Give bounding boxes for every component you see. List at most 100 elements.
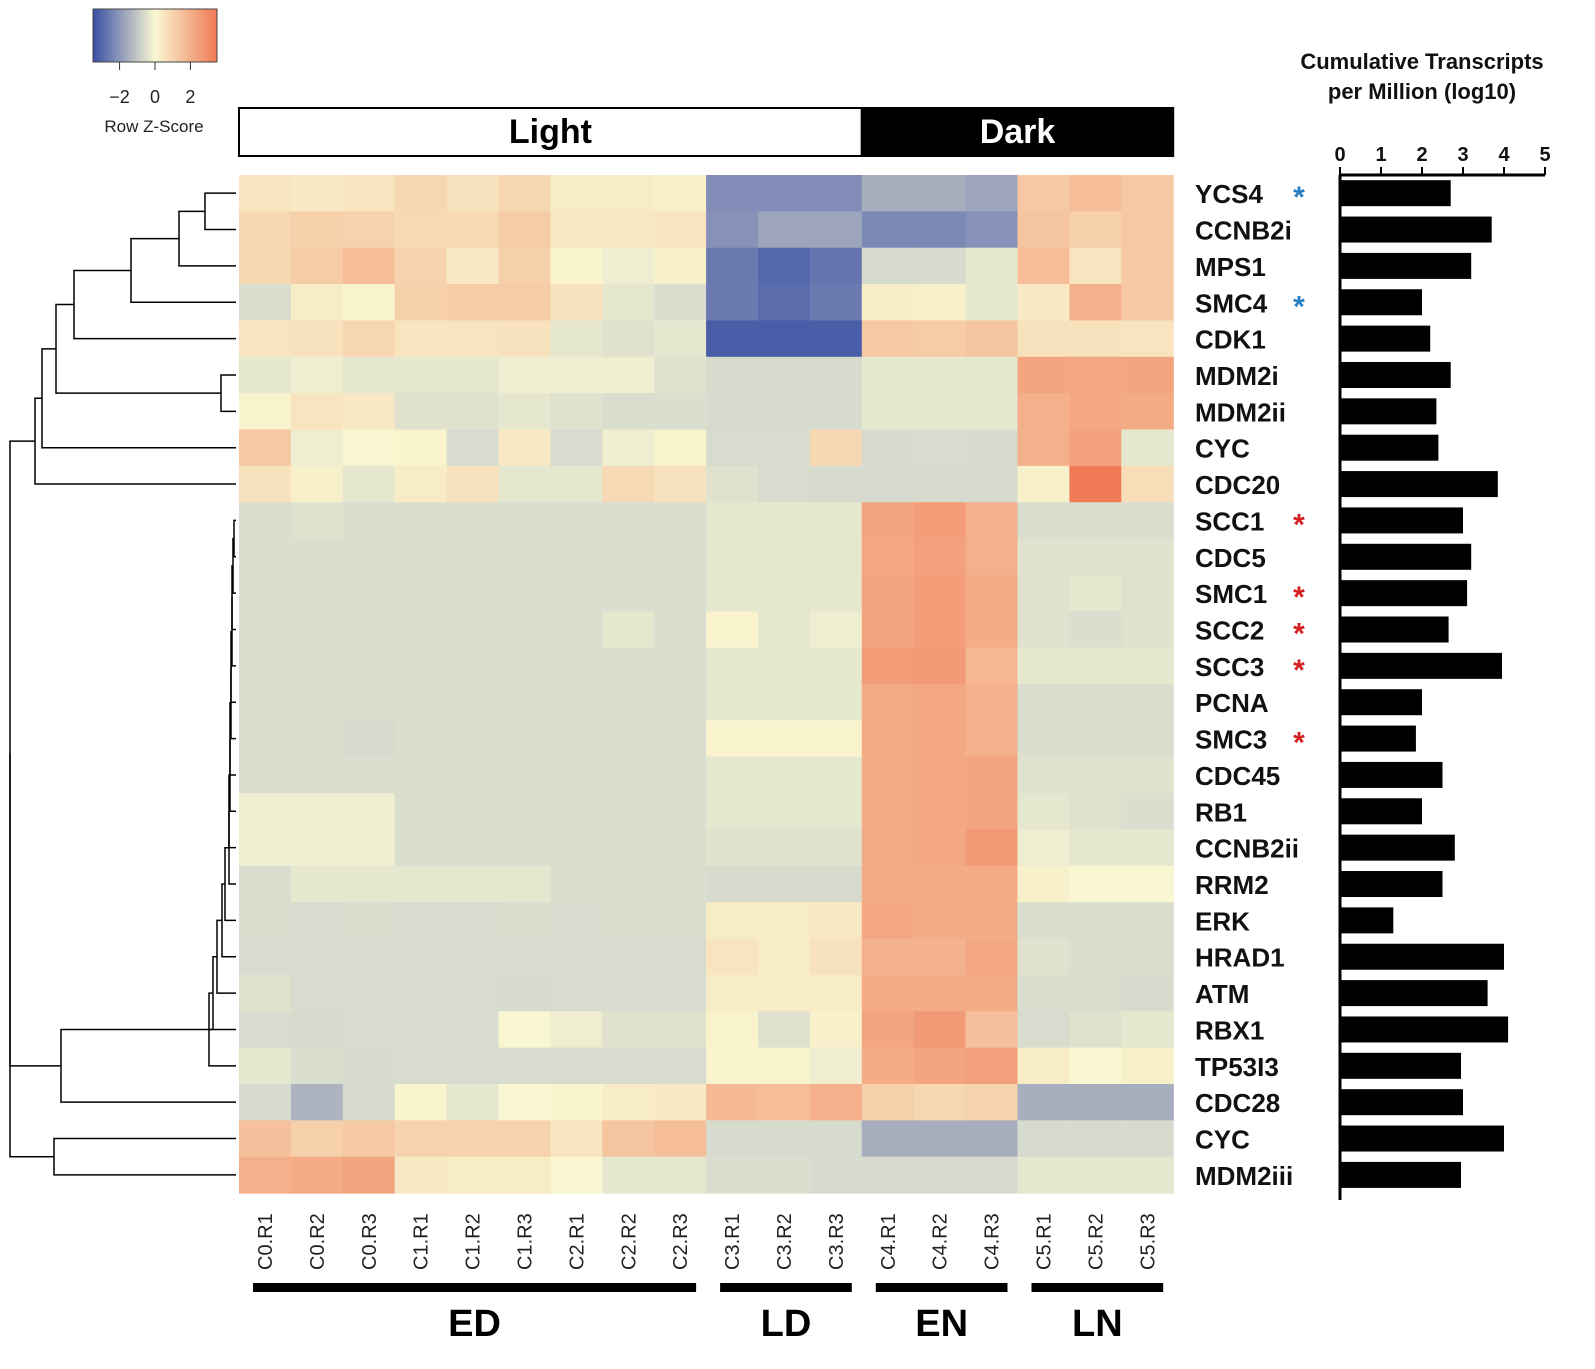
heatmap-cell — [861, 1011, 915, 1049]
heatmap-cell — [654, 793, 707, 831]
heatmap-cell — [913, 429, 967, 467]
heatmap-cell — [342, 1156, 396, 1194]
dendrogram-root — [9, 753, 54, 1158]
heatmap-cell — [550, 793, 603, 831]
heatmap-cell — [394, 502, 448, 540]
heatmap-cell — [965, 684, 1019, 721]
heatmap-cell — [1069, 574, 1122, 612]
significance-marker: * — [1293, 654, 1305, 687]
heatmap-cell — [498, 284, 551, 322]
dendrogram-link — [228, 774, 236, 849]
heatmap-cell — [342, 247, 396, 285]
heatmap-cell — [913, 574, 967, 612]
heatmap-cell — [498, 429, 551, 467]
heatmap-cell — [758, 793, 811, 831]
heatmap-cell — [1017, 902, 1070, 940]
heatmap-cell — [239, 429, 292, 467]
heatmap-cell — [1069, 1011, 1122, 1049]
heatmap-cell — [1017, 865, 1070, 903]
heatmap-cell — [809, 538, 863, 576]
heatmap-cell — [446, 974, 500, 1012]
bar — [1340, 980, 1488, 1007]
heatmap-cell — [342, 1011, 396, 1049]
heatmap-cell — [654, 684, 707, 721]
heatmap-cell — [861, 356, 915, 394]
heatmap-cell — [342, 1084, 396, 1121]
heatmap-cell — [861, 211, 915, 249]
heatmap-cell — [809, 465, 863, 503]
heatmap-cell — [1017, 647, 1070, 685]
heatmap-cell — [654, 1120, 707, 1158]
heatmap-cell — [1069, 611, 1122, 649]
heatmap-cell — [394, 574, 448, 612]
heatmap-cell — [498, 320, 551, 358]
column-label: C0.R3 — [359, 1213, 381, 1270]
heatmap-cell — [394, 1047, 448, 1085]
heatmap-cell — [239, 829, 292, 867]
heatmap-cell — [446, 574, 500, 612]
column-label: C1.R2 — [463, 1213, 485, 1270]
heatmap-cell — [913, 538, 967, 576]
column-label: C2.R1 — [566, 1213, 588, 1270]
heatmap-cell — [498, 465, 551, 503]
dendrogram-link — [130, 237, 236, 304]
heatmap-cell — [602, 793, 655, 831]
heatmap-cell — [446, 502, 500, 540]
heatmap-cell — [861, 1120, 915, 1158]
heatmap-cell — [602, 211, 655, 249]
heatmap-cell — [1069, 247, 1122, 285]
heatmap-cell — [809, 938, 863, 976]
heatmap-cell — [706, 502, 759, 540]
heatmap-cell — [446, 829, 500, 867]
bar-chart: Cumulative Transcripts per Million (log1… — [1300, 49, 1551, 1200]
heatmap-cell — [446, 538, 500, 576]
significance-marker: * — [1293, 181, 1305, 214]
heatmap-cell — [913, 320, 967, 358]
heatmap-cell — [446, 684, 500, 721]
heatmap-cell — [394, 720, 448, 758]
phase-bar — [875, 1283, 1008, 1292]
dendrogram-link — [229, 738, 236, 813]
heatmap-cell — [550, 211, 603, 249]
heatmap-cell — [602, 684, 655, 721]
column-label: C1.R3 — [514, 1213, 536, 1270]
heatmap-cell — [602, 1120, 655, 1158]
dendrogram-link — [230, 666, 236, 740]
heatmap-cell — [1017, 974, 1070, 1012]
heatmap-cell — [965, 538, 1019, 576]
heatmap-cell — [654, 393, 707, 431]
heatmap-cell — [654, 211, 707, 249]
row-label: ERK — [1195, 906, 1250, 936]
heatmap-cell — [913, 793, 967, 831]
heatmap-cell — [1017, 1011, 1070, 1049]
heatmap-cell — [706, 465, 759, 503]
heatmap-cell — [706, 429, 759, 467]
heatmap-cell — [1017, 793, 1070, 831]
heatmap-cell — [498, 211, 551, 249]
heatmap-cell — [809, 1156, 863, 1194]
column-label: C1.R1 — [411, 1213, 433, 1270]
heatmap-cell — [758, 938, 811, 976]
heatmap-cell — [758, 1156, 811, 1194]
heatmap-cell — [550, 684, 603, 721]
heatmap-cell — [446, 1120, 500, 1158]
heatmap-cell — [861, 320, 915, 358]
heatmap-cell — [706, 175, 759, 212]
heatmap-cell — [965, 865, 1019, 903]
heatmap-cell — [1069, 393, 1122, 431]
heatmap-cell — [965, 320, 1019, 358]
heatmap-cell — [290, 465, 344, 503]
heatmap-cell — [861, 793, 915, 831]
heatmap-cell — [550, 756, 603, 794]
heatmap-cells — [239, 175, 1174, 1194]
heatmap-cell — [809, 1120, 863, 1158]
heatmap-cell — [706, 1156, 759, 1194]
heatmap-cell — [342, 574, 396, 612]
heatmap-cell — [654, 502, 707, 540]
heatmap-cell — [913, 684, 967, 721]
heatmap-cell — [913, 902, 967, 940]
heatmap-cell — [550, 320, 603, 358]
row-label: RB1 — [1195, 797, 1247, 827]
heatmap-cell — [394, 1120, 448, 1158]
heatmap-cell — [654, 829, 707, 867]
